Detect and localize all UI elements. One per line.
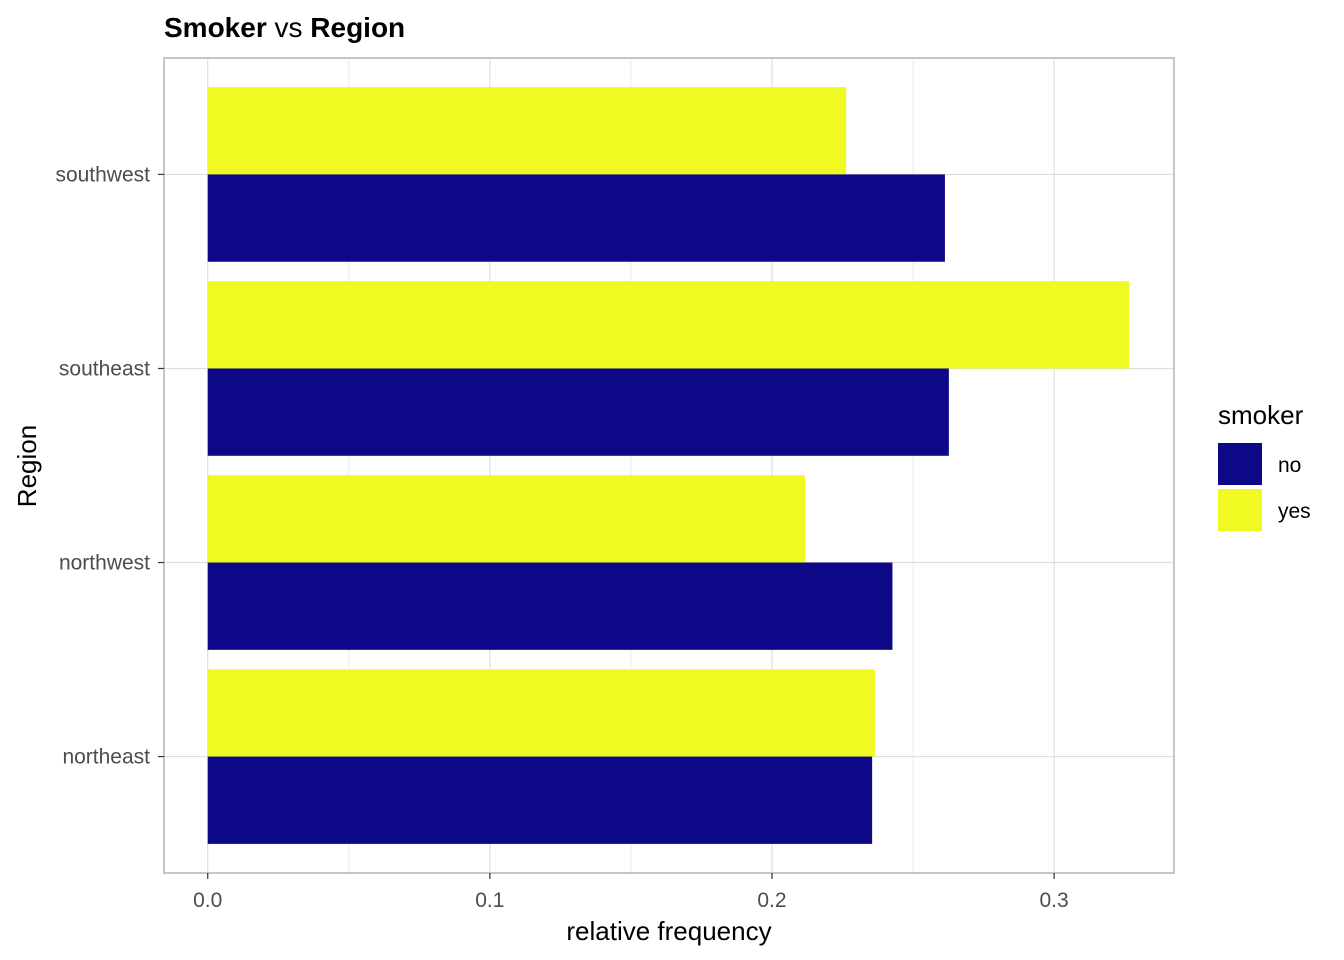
bar-no-southwest (207, 174, 945, 262)
y-tick-label: northeast (62, 746, 150, 769)
x-tick-label: 0.0 (193, 889, 222, 912)
chart-title-part-2: vs (267, 12, 311, 43)
bar-no-northeast (207, 756, 873, 844)
y-axis-title: Region (12, 425, 42, 507)
legend-key-no (1218, 443, 1262, 485)
x-tick-label: 0.3 (1039, 889, 1068, 912)
legend-title: smoker (1218, 400, 1304, 430)
y-tick-label: northwest (59, 552, 150, 575)
chart-title: Smoker vs Region (164, 12, 405, 43)
bar-yes-southwest (207, 87, 847, 175)
x-tick-label: 0.2 (757, 889, 786, 912)
x-axis-title: relative frequency (566, 916, 771, 946)
y-tick-label: southeast (59, 357, 150, 380)
bar-yes-southeast (207, 281, 1130, 369)
chart-title-part-1: Smoker (164, 12, 267, 43)
legend-label-yes: yes (1278, 500, 1311, 523)
bar-yes-northeast (207, 669, 875, 757)
bar-no-northwest (207, 562, 893, 650)
plot-border (163, 57, 1175, 874)
chart-title-part-3: Region (310, 12, 405, 43)
bar-no-southeast (207, 368, 949, 456)
y-tick-label: southwest (55, 163, 150, 186)
legend: smoker no yes (1218, 400, 1311, 531)
legend-key-yes (1218, 489, 1262, 531)
x-tick-label: 0.1 (475, 889, 504, 912)
legend-label-no: no (1278, 454, 1301, 477)
plot-panel: 0.0 0.1 0.2 0.3 northeast northwest southeast s… (55, 57, 1175, 912)
bar-yes-northwest (207, 475, 805, 563)
